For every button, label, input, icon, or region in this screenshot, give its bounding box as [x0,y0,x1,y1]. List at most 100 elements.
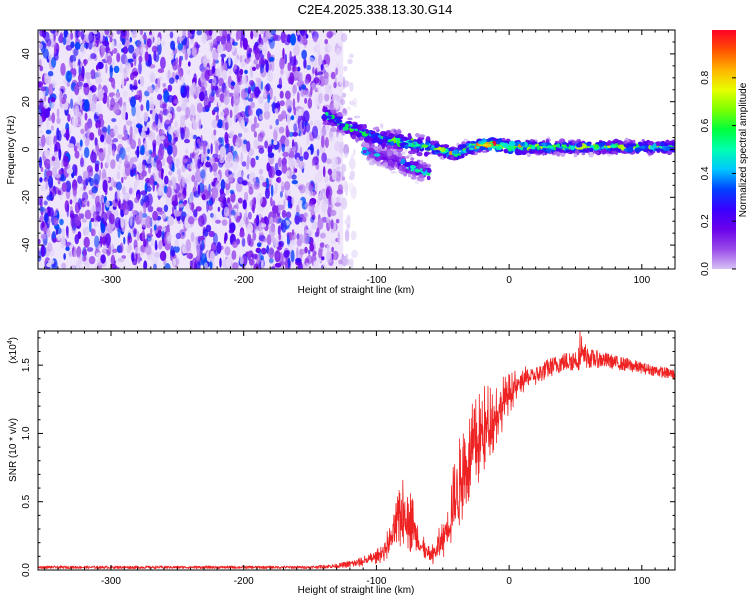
noise-cell [218,207,221,212]
noise-cell [48,176,53,188]
noise-cell [137,231,140,241]
noise-cell [299,218,302,223]
secondary-track-cell [399,166,403,171]
noise-cell [188,216,195,224]
noise-cell [277,177,282,184]
noise-cell [53,238,57,243]
noise-cell [156,160,162,171]
signal-track-cell [564,146,568,148]
noise-cell [279,77,282,89]
noise-cell [218,101,222,107]
noise-cell [230,110,233,119]
noise-cell [266,83,271,91]
noise-cell [308,98,313,109]
noise-cell [244,70,248,74]
noise-cell [170,52,174,61]
noise-cell [62,182,67,192]
noise-cell [350,258,354,269]
noise-cell [66,71,73,83]
noise-cell [101,223,106,234]
noise-cell [210,157,215,165]
signal-track-cell [337,112,343,116]
noise-cell [208,101,211,108]
noise-cell [239,69,243,75]
noise-cell [100,30,103,42]
noise-cell [66,226,69,236]
noise-cell [168,85,173,92]
signal-track-cell [388,133,394,138]
noise-cell [242,161,247,166]
noise-cell [77,231,81,239]
noise-cell [198,184,201,195]
noise-cell [259,148,265,154]
noise-cell [312,126,318,139]
noise-cell [189,193,194,203]
noise-cell [188,61,191,66]
noise-cell [250,30,253,39]
secondary-track-cell [363,150,367,154]
noise-cell [120,63,123,73]
noise-cell [111,78,115,88]
noise-cell [221,179,226,190]
noise-cell [139,56,143,63]
noise-cell [317,71,323,75]
noise-cell [73,187,77,196]
noise-cell [160,136,166,140]
noise-cell [155,108,159,113]
noise-cell [167,126,173,135]
noise-cell [269,57,274,62]
noise-cell [160,57,166,69]
noise-cell [285,99,292,109]
signal-track-cell [370,131,375,135]
noise-cell [142,230,145,241]
noise-cell [293,44,300,56]
noise-cell [281,220,287,233]
noise-cell [336,197,341,203]
noise-cell [196,242,200,255]
signal-track-cell [643,141,648,144]
signal-track-cell [594,144,599,149]
noise-cell [103,246,107,255]
noise-cell [353,149,356,156]
noise-cell [180,115,185,125]
signal-track-cell [452,150,458,155]
noise-cell [339,211,342,223]
noise-cell [301,28,305,36]
noise-cell [207,70,213,77]
signal-track-cell [450,155,454,160]
noise-cell [97,91,104,101]
noise-cell [286,129,289,137]
noise-cell [222,219,228,226]
noise-cell [173,145,178,157]
noise-cell [249,80,254,86]
noise-cell [159,110,163,123]
noise-cell [143,34,147,40]
noise-cell [243,128,249,133]
noise-cell [48,207,53,217]
noise-cell [228,55,230,66]
signal-track-cell [416,152,422,157]
noise-cell [70,98,73,109]
signal-track-cell [618,145,625,149]
noise-cell [249,119,252,124]
noise-cell [254,131,257,138]
noise-cell [40,66,43,72]
secondary-track-cell [405,169,409,173]
noise-cell [210,251,215,263]
noise-cell [95,164,99,172]
noise-cell [181,85,184,94]
noise-cell [207,88,211,94]
noise-cell [293,123,297,132]
noise-cell [186,37,190,50]
noise-cell [98,230,101,237]
noise-cell [259,175,264,180]
noise-cell [333,31,336,36]
signal-track-cell [529,149,533,152]
secondary-track-cell [422,168,426,172]
signal-track-cell [666,140,670,143]
noise-cell [275,170,282,176]
noise-cell [324,94,329,102]
noise-cell [202,179,205,184]
secondary-track-cell [415,169,421,172]
noise-cell [310,87,313,96]
